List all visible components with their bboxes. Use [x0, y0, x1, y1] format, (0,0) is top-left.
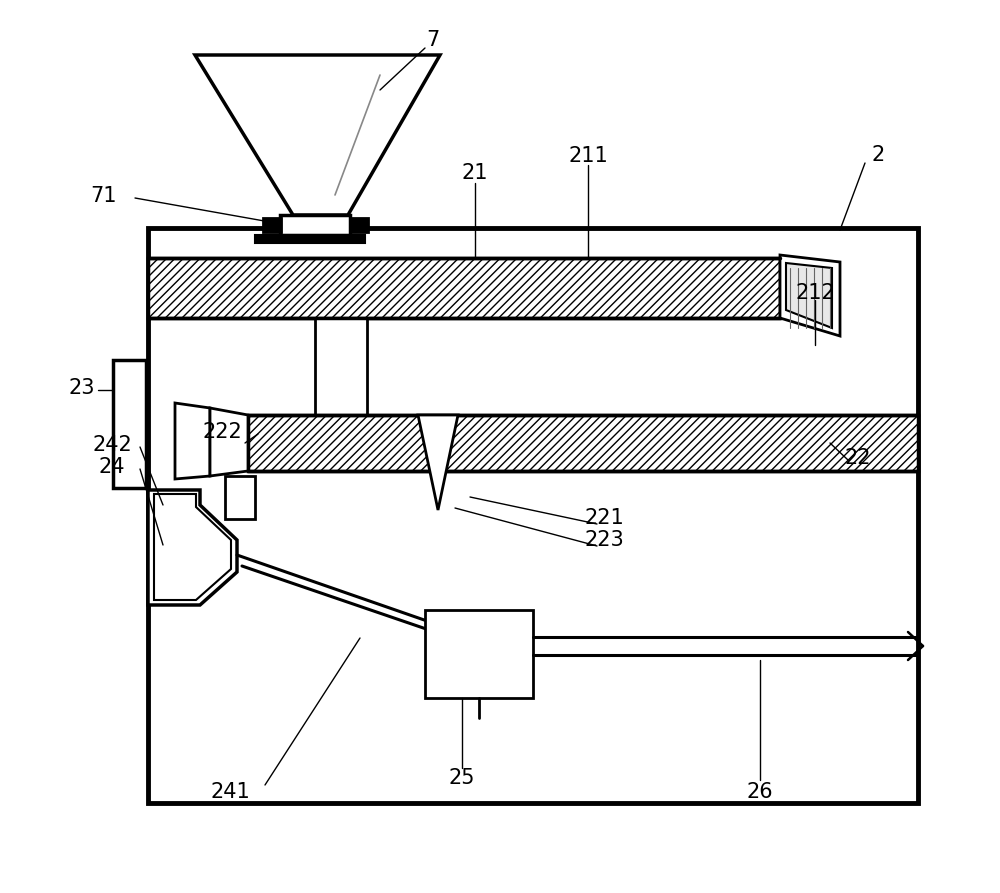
Polygon shape	[780, 255, 840, 336]
Text: 221: 221	[584, 508, 624, 528]
Bar	[425, 610, 533, 698]
Bar	[113, 360, 146, 488]
Bar	[225, 476, 255, 519]
Bar	[248, 415, 918, 471]
Text: 242: 242	[92, 435, 132, 455]
Text: 223: 223	[584, 530, 624, 550]
Text: 211: 211	[568, 146, 608, 166]
Text: 7: 7	[426, 30, 440, 50]
Text: 23: 23	[69, 378, 95, 398]
Text: 71: 71	[90, 186, 116, 206]
Polygon shape	[148, 490, 237, 605]
Polygon shape	[210, 408, 248, 476]
Text: 21: 21	[462, 163, 488, 183]
Text: 25: 25	[449, 768, 475, 788]
Bar	[148, 228, 918, 803]
Polygon shape	[786, 263, 832, 328]
Text: 22: 22	[845, 448, 871, 468]
Polygon shape	[154, 494, 231, 600]
Text: 212: 212	[795, 283, 835, 303]
Text: 241: 241	[210, 782, 250, 802]
Text: 222: 222	[202, 422, 242, 442]
Bar	[280, 215, 350, 235]
Bar	[350, 218, 368, 232]
Text: 26: 26	[747, 782, 773, 802]
Polygon shape	[175, 403, 210, 479]
Text: 24: 24	[99, 457, 125, 477]
Bar	[148, 258, 780, 318]
Bar	[255, 235, 365, 243]
Text: 2: 2	[871, 145, 885, 165]
Bar	[263, 218, 281, 232]
Polygon shape	[195, 55, 440, 215]
Bar	[315, 318, 367, 415]
Polygon shape	[418, 415, 458, 510]
